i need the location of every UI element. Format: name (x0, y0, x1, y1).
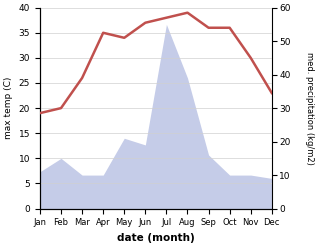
Y-axis label: med. precipitation (kg/m2): med. precipitation (kg/m2) (305, 52, 314, 165)
X-axis label: date (month): date (month) (117, 233, 195, 243)
Y-axis label: max temp (C): max temp (C) (4, 77, 13, 139)
